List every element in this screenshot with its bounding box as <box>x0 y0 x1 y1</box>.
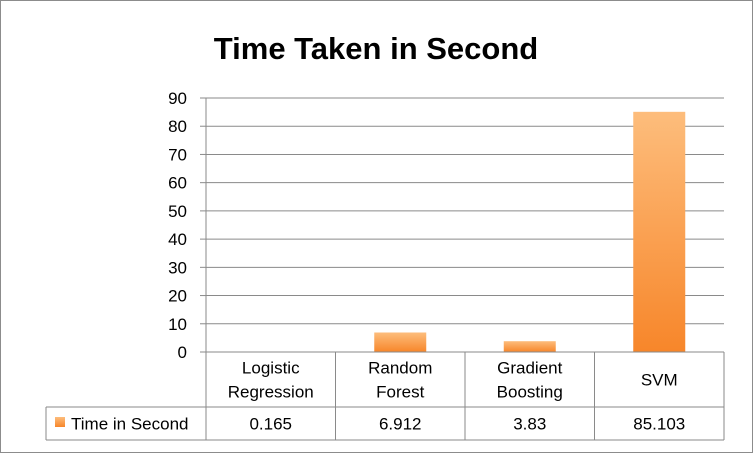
axes: 0 10 20 30 40 50 60 70 80 90 <box>168 89 206 362</box>
data-table-value: 6.912 <box>379 415 422 434</box>
category-label: SVM <box>641 371 678 390</box>
y-tick-label: 80 <box>168 117 187 136</box>
y-tick-label: 50 <box>168 202 187 221</box>
bar <box>504 341 556 352</box>
data-table-value: 0.165 <box>249 415 292 434</box>
category-label: Boosting <box>497 383 563 402</box>
y-tick-label: 30 <box>168 258 187 277</box>
bar <box>374 332 426 352</box>
y-tick-label: 90 <box>168 89 187 108</box>
category-label: Logistic <box>242 359 300 378</box>
chart-title: Time Taken in Second <box>214 31 538 66</box>
y-tick-label: 40 <box>168 230 187 249</box>
category-label: Forest <box>376 383 424 402</box>
y-tick-label: 20 <box>168 287 187 306</box>
bars <box>245 112 686 352</box>
legend-series-name: Time in Second <box>71 415 188 434</box>
category-label: Regression <box>228 383 314 402</box>
category-label: Random <box>368 359 432 378</box>
legend-key <box>55 417 65 427</box>
y-tick-label: 60 <box>168 174 187 193</box>
y-tick-label: 0 <box>178 343 187 362</box>
data-table: Logistic Regression Random Forest Gradient Bo… <box>46 352 724 440</box>
y-tick-label: 70 <box>168 145 187 164</box>
bar <box>633 112 685 352</box>
data-table-value: 3.83 <box>513 415 546 434</box>
y-tick-label: 10 <box>168 315 187 334</box>
data-table-value: 85.103 <box>633 415 685 434</box>
category-label: Gradient <box>497 359 562 378</box>
